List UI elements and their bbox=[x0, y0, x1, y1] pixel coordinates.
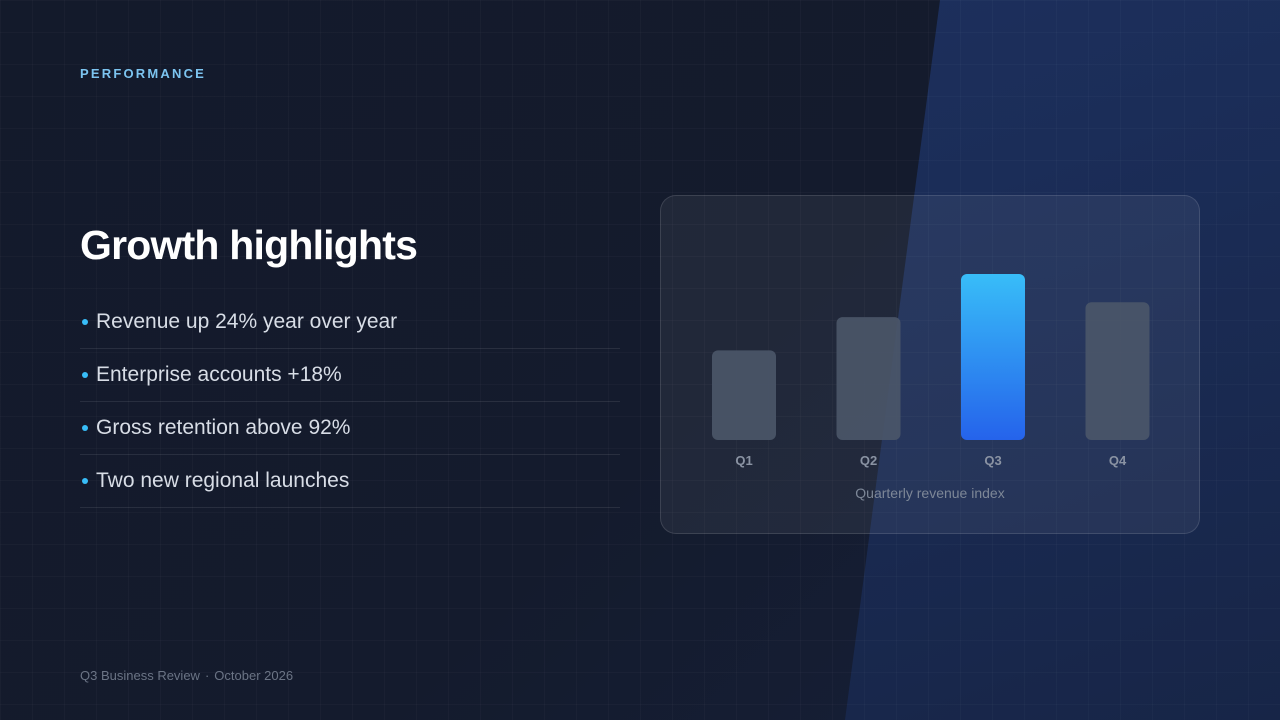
list-item: Revenue up 24% year over year bbox=[80, 296, 620, 349]
slide-title: Growth highlights bbox=[80, 222, 418, 268]
tick-label-q2: Q2 bbox=[860, 453, 877, 468]
bullet-text: Two new regional launches bbox=[96, 469, 350, 492]
footer-date: October 2026 bbox=[214, 668, 294, 683]
highlight-list: Revenue up 24% year over year Enterprise… bbox=[80, 296, 620, 508]
bullet-text: Enterprise accounts +18% bbox=[96, 363, 342, 386]
bullet-dot-icon bbox=[82, 319, 88, 325]
bar-q1 bbox=[712, 350, 776, 440]
tick-label-q4: Q4 bbox=[1109, 453, 1127, 468]
bullet-dot-icon bbox=[82, 425, 88, 431]
bar-chart: Q1 Q2 Q3 Q4 bbox=[712, 274, 1150, 468]
tick-label-q1: Q1 bbox=[735, 453, 752, 468]
bar-q3 bbox=[961, 274, 1025, 440]
chart-card: Q1 Q2 Q3 Q4 Quarterly revenue index bbox=[660, 195, 1200, 534]
section-eyebrow: PERFORMANCE bbox=[80, 66, 207, 81]
tick-label-q3: Q3 bbox=[984, 453, 1001, 468]
bar-q2 bbox=[836, 317, 901, 440]
list-item: Gross retention above 92% bbox=[80, 402, 620, 455]
list-item: Two new regional launches bbox=[80, 455, 620, 508]
bullet-dot-icon bbox=[82, 372, 88, 378]
footer-title: Q3 Business Review bbox=[80, 668, 200, 683]
chart-caption: Quarterly revenue index bbox=[855, 485, 1005, 501]
footer-separator: · bbox=[204, 668, 210, 683]
bullet-text: Gross retention above 92% bbox=[96, 416, 351, 439]
bullet-text: Revenue up 24% year over year bbox=[96, 310, 398, 333]
list-item: Enterprise accounts +18% bbox=[80, 349, 620, 402]
bar-q4 bbox=[1085, 302, 1150, 440]
footer: Q3 Business Review · October 2026 bbox=[80, 668, 293, 683]
bullet-dot-icon bbox=[82, 478, 88, 484]
